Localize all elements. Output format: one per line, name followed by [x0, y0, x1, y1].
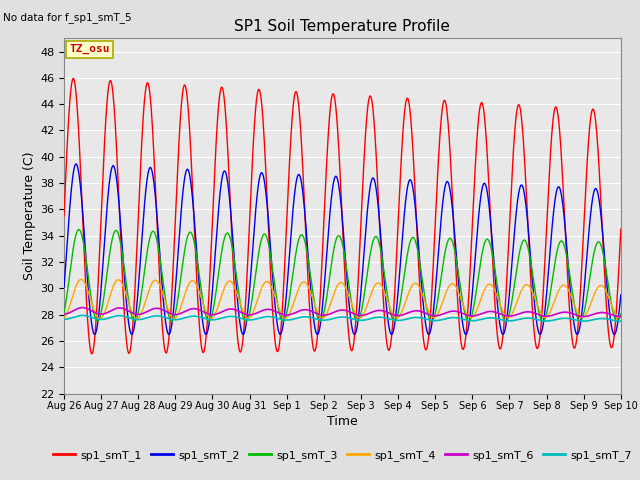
Legend: sp1_smT_1, sp1_smT_2, sp1_smT_3, sp1_smT_4, sp1_smT_6, sp1_smT_7: sp1_smT_1, sp1_smT_2, sp1_smT_3, sp1_smT…: [48, 445, 637, 465]
Y-axis label: Soil Temperature (C): Soil Temperature (C): [23, 152, 36, 280]
X-axis label: Time: Time: [327, 415, 358, 429]
Text: No data for f_sp1_smT_5: No data for f_sp1_smT_5: [3, 12, 132, 23]
Text: TZ_osu: TZ_osu: [70, 44, 110, 54]
Title: SP1 Soil Temperature Profile: SP1 Soil Temperature Profile: [234, 20, 451, 35]
